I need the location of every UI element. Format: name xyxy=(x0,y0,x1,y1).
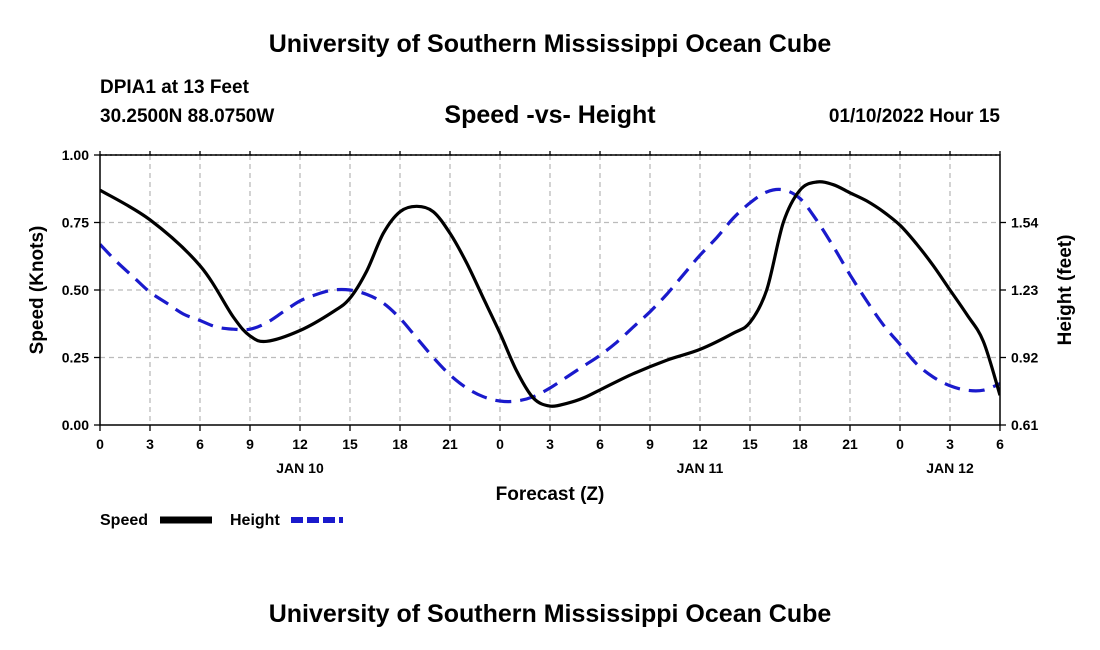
speed-series-line xyxy=(100,180,1000,408)
x-tick-label: 0 xyxy=(496,436,504,452)
x-tick-label: 9 xyxy=(246,436,254,452)
y-tick-label: 0.00 xyxy=(62,417,89,433)
x-tick-label: 21 xyxy=(842,436,858,452)
page-title: University of Southern Mississippi Ocean… xyxy=(268,30,832,58)
day-label: JAN 11 xyxy=(677,460,724,476)
height-series-line xyxy=(100,187,1000,404)
x-tick-label: 0 xyxy=(96,436,104,452)
x-axis-title: Forecast (Z) xyxy=(496,484,605,505)
station-label: DPIA1 at 13 Feet xyxy=(100,77,249,98)
y-tick-label: 0.50 xyxy=(62,282,89,298)
x-tick-label: 12 xyxy=(692,436,708,452)
y-axis-title: Speed (Knots) xyxy=(27,226,48,355)
x-tick-label: 6 xyxy=(996,436,1004,452)
day-label: JAN 12 xyxy=(926,460,974,476)
y2-axis-title: Height (feet) xyxy=(1055,235,1076,346)
legend: Speed Height xyxy=(100,512,343,529)
y2-tick-label: 0.92 xyxy=(1011,350,1038,366)
x-tick-label: 0 xyxy=(896,436,904,452)
legend-height-label: Height xyxy=(230,512,280,529)
footer-title: University of Southern Mississippi Ocean… xyxy=(268,600,832,628)
x-tick-label: 9 xyxy=(646,436,654,452)
x-tick-label: 3 xyxy=(946,436,954,452)
x-tick-label: 21 xyxy=(442,436,458,452)
forecast-datetime: 01/10/2022 Hour 15 xyxy=(828,106,1000,127)
station-coordinates: 30.2500N 88.0750W xyxy=(100,106,275,127)
x-tick-label: 18 xyxy=(392,436,408,452)
x-tick-label: 12 xyxy=(292,436,308,452)
x-tick-label: 6 xyxy=(596,436,604,452)
x-tick-label: 3 xyxy=(146,436,154,452)
y-tick-label: 0.75 xyxy=(62,215,89,231)
series-lines xyxy=(100,180,1000,408)
chart-title: Speed -vs- Height xyxy=(444,101,656,129)
x-tick-label: 15 xyxy=(342,436,358,452)
x-tick-label: 3 xyxy=(546,436,554,452)
grid-lines xyxy=(100,154,1000,425)
y2-tick-label: 1.23 xyxy=(1011,282,1038,298)
x-tick-label: 15 xyxy=(742,436,758,452)
y2-tick-label: 1.54 xyxy=(1011,215,1038,231)
day-label: JAN 10 xyxy=(276,460,324,476)
y-tick-label: 0.25 xyxy=(62,350,89,366)
y2-tick-label: 0.61 xyxy=(1011,417,1038,433)
legend-speed-label: Speed xyxy=(100,512,148,529)
axis-ticks: 0 3 6 9 12 15 18 21 0 3 6 9 12 15 18 21 0 3 6 0.00 0.25 0.50 0… xyxy=(62,147,1039,476)
x-tick-label: 6 xyxy=(196,436,204,452)
y-tick-label: 1.00 xyxy=(62,147,89,163)
x-tick-label: 18 xyxy=(792,436,808,452)
